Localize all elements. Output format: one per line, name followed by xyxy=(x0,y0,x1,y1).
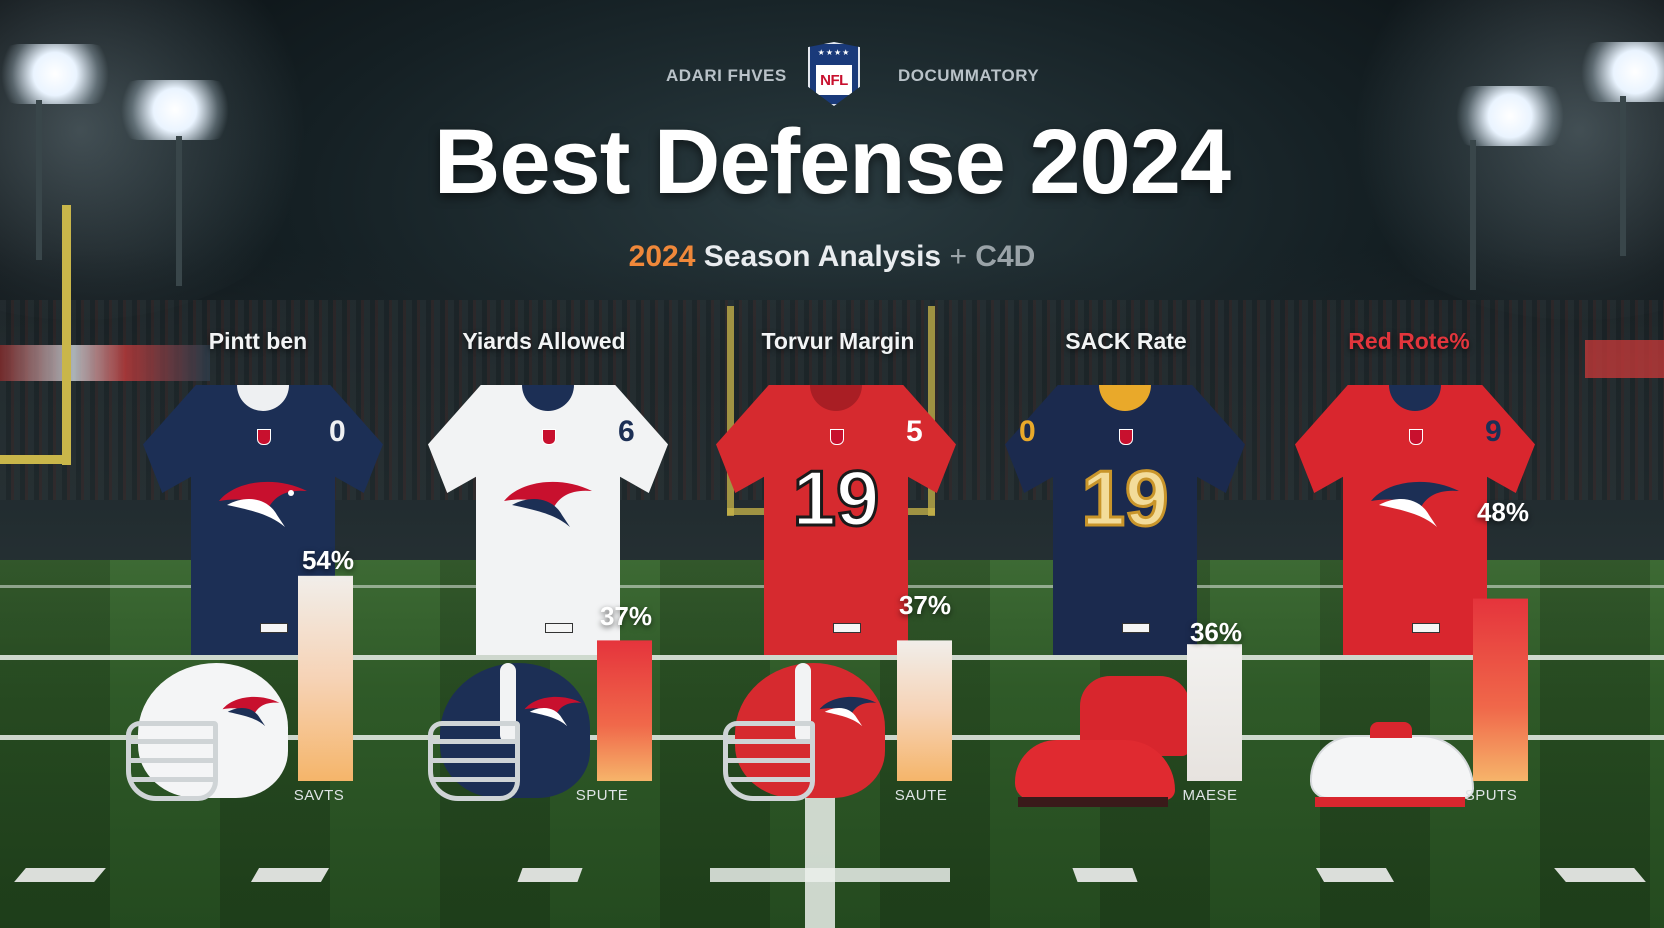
sleeve-number: 6 xyxy=(618,415,635,448)
jersey-tag xyxy=(833,623,861,633)
team-logo-icon xyxy=(1371,481,1459,527)
bar-5 xyxy=(1473,598,1528,781)
bar-caption: SPUTS xyxy=(1464,787,1518,804)
goalpost xyxy=(0,455,71,464)
helmet-icon xyxy=(723,663,885,801)
jersey-number: 19 xyxy=(791,453,881,544)
center-line xyxy=(805,780,835,928)
cleat-sole xyxy=(1315,797,1465,807)
shield-text: NFL xyxy=(820,71,848,89)
stadium-light-icon xyxy=(1445,86,1575,146)
helmet-facemask xyxy=(723,721,815,801)
light-pole xyxy=(1620,96,1626,256)
bar-value: 48% xyxy=(1476,497,1530,527)
jersey-tag xyxy=(260,623,288,633)
sleeve-number: 9 xyxy=(1485,415,1502,448)
left-kicker: ADARI FHVES xyxy=(666,66,787,85)
jersey-tag xyxy=(545,623,573,633)
jersey-tag xyxy=(1412,623,1440,633)
cleat-icon xyxy=(1015,740,1175,800)
team-logo-icon xyxy=(504,481,592,527)
stat-label: Red Rote% xyxy=(1348,328,1470,354)
bar-caption: SAVTS xyxy=(293,787,345,804)
subtitle-year: 2024 xyxy=(628,240,696,273)
goalpost xyxy=(62,205,71,465)
helmet-facemask xyxy=(126,721,218,801)
stat-label: Pintt ben xyxy=(208,328,308,354)
bar-4 xyxy=(1187,644,1242,781)
sleeve-number: 0 xyxy=(329,415,346,448)
light-pole xyxy=(36,100,42,260)
right-kicker: DOCUMMATORY xyxy=(898,66,1040,85)
jersey-crest-icon xyxy=(257,429,271,445)
goalpost xyxy=(928,306,935,516)
sleeve-number: 0 xyxy=(1019,415,1036,448)
helmet-facemask xyxy=(428,721,520,801)
team-logo-icon xyxy=(524,696,582,727)
stadium-light-icon xyxy=(110,80,240,140)
bar-value: 36% xyxy=(1189,617,1243,647)
jersey-tag xyxy=(1122,623,1150,633)
bar-value: 37% xyxy=(898,590,952,620)
sleeve-number: 5 xyxy=(906,415,923,448)
yard-line xyxy=(0,655,1664,660)
stat-label: Yiards Allowed xyxy=(462,328,626,354)
jersey-number: 19 xyxy=(1080,453,1170,544)
jersey-crest-icon xyxy=(1119,429,1133,445)
stat-label: SACK Rate xyxy=(1065,328,1187,354)
team-logo-icon xyxy=(819,696,877,727)
cross-line xyxy=(710,868,950,882)
jersey: 6 xyxy=(428,385,668,655)
bar-caption: SPUTE xyxy=(575,787,629,804)
jersey-crest-icon xyxy=(1409,429,1423,445)
team-logo-icon xyxy=(222,696,280,727)
goalpost xyxy=(727,306,734,516)
cleat-accent xyxy=(1370,722,1412,738)
bar-value: 54% xyxy=(301,545,355,575)
bar-value: 37% xyxy=(599,601,653,631)
helmet-icon xyxy=(428,663,590,801)
jersey: 19 5 xyxy=(716,385,956,655)
shield-field: NFL xyxy=(816,65,852,95)
bar-1 xyxy=(298,575,353,781)
light-pole xyxy=(176,136,182,286)
bar-3 xyxy=(897,640,952,781)
stadium-light-icon xyxy=(1570,42,1664,102)
stadium-light-icon xyxy=(0,44,120,104)
light-pole xyxy=(1470,140,1476,290)
subtitle-plus: + xyxy=(949,240,967,273)
subtitle-main: Season Analysis xyxy=(695,240,950,273)
jersey-crest-icon xyxy=(542,429,556,445)
jersey-crest-icon xyxy=(830,429,844,445)
jersey: 19 0 xyxy=(1005,385,1245,655)
stadium-banner xyxy=(0,345,210,381)
page-title: Best Defense 2024 xyxy=(433,111,1231,213)
bar-2 xyxy=(597,640,652,781)
bar-caption: SAUTE xyxy=(894,787,948,804)
stat-label: Torvur Margin xyxy=(761,328,915,354)
helmet-icon xyxy=(126,663,288,801)
cleat-sole xyxy=(1018,797,1168,807)
bar-caption: MAESE xyxy=(1182,787,1238,804)
star-row: ★★★★ xyxy=(817,48,851,57)
subtitle-tag: C4D xyxy=(966,240,1036,273)
subtitle: 2024 Season Analysis + C4D xyxy=(0,240,1664,274)
team-logo-icon xyxy=(219,481,307,527)
stadium-banner xyxy=(1585,340,1664,378)
